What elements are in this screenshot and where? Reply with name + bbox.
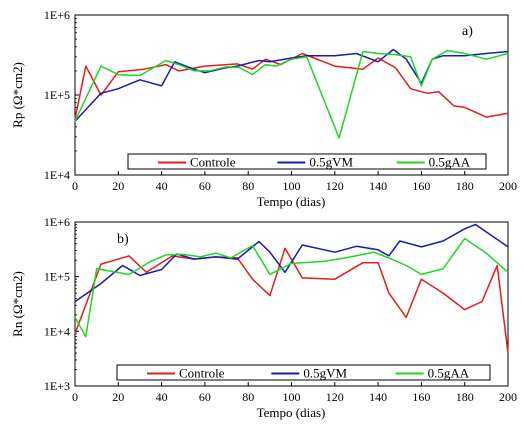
x-tick-label: 120 bbox=[326, 179, 344, 193]
x-tick-label: 40 bbox=[156, 179, 168, 193]
legend-label: 0.5gAA bbox=[429, 155, 471, 170]
legend-box bbox=[127, 153, 487, 170]
panel-label: a) bbox=[462, 24, 473, 39]
y-tick-label: 1E+5 bbox=[44, 270, 70, 284]
panel-a: 1E+4 1E+5 1E+6 0 20 40 60 80 100 120 140 160 180 200 T… bbox=[10, 8, 517, 209]
series-line-0-5gaa bbox=[74, 237, 509, 338]
legend-box bbox=[116, 364, 491, 381]
x-tick-label: 0 bbox=[72, 179, 78, 193]
y-tick-label: 1E+4 bbox=[44, 324, 70, 338]
series-line-controle bbox=[74, 52, 509, 120]
y-axis-label: Rp (Ω*cm2) bbox=[10, 62, 25, 128]
x-tick-label: 200 bbox=[499, 179, 517, 193]
x-tick-label: 60 bbox=[199, 390, 211, 404]
x-tick-label: 180 bbox=[456, 390, 474, 404]
plot-frame bbox=[74, 221, 509, 387]
panel-label: b) bbox=[117, 232, 129, 247]
x-tick-label: 0 bbox=[72, 390, 78, 404]
x-tick-label: 120 bbox=[326, 390, 344, 404]
x-tick-label: 80 bbox=[242, 179, 254, 193]
y-tick-label: 1E+5 bbox=[44, 88, 70, 102]
series-line-0-5gvm bbox=[74, 48, 509, 122]
legend-label: 0.5gAA bbox=[428, 366, 470, 381]
y-axis-label: Rn (Ω*cm2) bbox=[10, 271, 25, 337]
legend-label: Controle bbox=[179, 366, 225, 381]
x-tick-label: 160 bbox=[412, 179, 430, 193]
series-line-controle bbox=[74, 247, 509, 354]
panel-b: 1E+3 1E+4 1E+5 1E+6 0 20 40 60 80 100 120 140 160 180… bbox=[10, 215, 517, 420]
x-axis-label: Tempo (dias) bbox=[257, 405, 326, 420]
y-tick-label: 1E+3 bbox=[44, 379, 70, 393]
legend-label: 0.5gVM bbox=[303, 366, 347, 381]
x-tick-label: 40 bbox=[156, 390, 168, 404]
x-tick-label: 100 bbox=[283, 179, 301, 193]
series-line-0-5gaa bbox=[74, 49, 509, 139]
x-axis-label: Tempo (dias) bbox=[257, 194, 326, 209]
x-tick-label: 160 bbox=[412, 390, 430, 404]
x-tick-label: 80 bbox=[242, 390, 254, 404]
legend-label: Controle bbox=[190, 155, 236, 170]
x-tick-label: 20 bbox=[112, 179, 124, 193]
x-tick-label: 100 bbox=[283, 390, 301, 404]
x-tick-label: 60 bbox=[199, 179, 211, 193]
y-tick-label: 1E+6 bbox=[44, 215, 70, 229]
x-tick-label: 20 bbox=[112, 390, 124, 404]
legend-label: 0.5gVM bbox=[309, 155, 353, 170]
y-tick-label: 1E+4 bbox=[44, 168, 70, 182]
y-tick-label: 1E+6 bbox=[44, 8, 70, 22]
x-tick-label: 200 bbox=[499, 390, 517, 404]
x-tick-label: 180 bbox=[456, 179, 474, 193]
series-line-0-5gvm bbox=[74, 223, 509, 303]
x-tick-label: 140 bbox=[369, 179, 387, 193]
x-tick-label: 140 bbox=[369, 390, 387, 404]
